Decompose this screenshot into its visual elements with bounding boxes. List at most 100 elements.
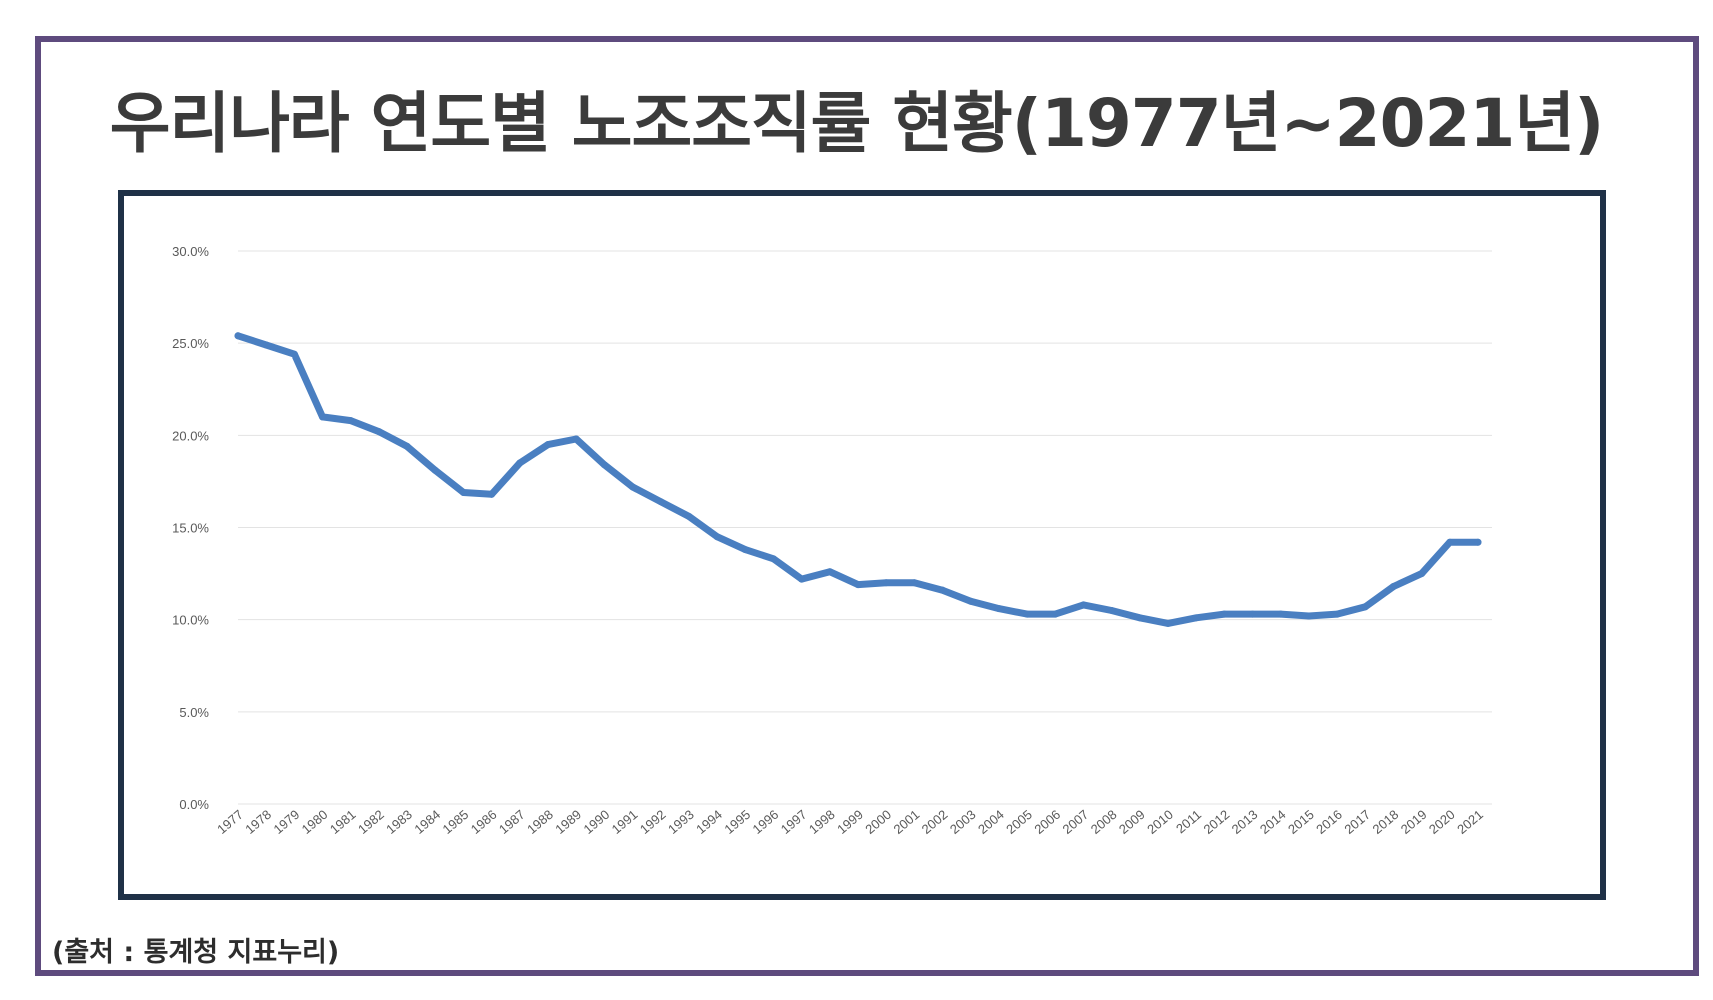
- data-point: [1305, 612, 1313, 620]
- data-point: [290, 350, 298, 358]
- source-caption: (출처 : 통계청 지표누리): [52, 937, 340, 968]
- data-point: [1249, 610, 1257, 618]
- data-point: [234, 332, 242, 340]
- data-point: [1361, 603, 1369, 611]
- data-point: [967, 597, 975, 605]
- data-point: [657, 498, 665, 506]
- x-tick-label: 1979: [270, 807, 302, 837]
- x-tick-label: 2018: [1370, 807, 1402, 837]
- data-point: [375, 428, 383, 436]
- x-tick-label: 1986: [468, 807, 500, 837]
- x-tick-label: 1977: [214, 807, 246, 837]
- y-tick-label: 25.0%: [172, 336, 209, 351]
- data-point: [403, 442, 411, 450]
- data-point: [629, 483, 637, 491]
- data-point: [1192, 614, 1200, 622]
- x-tick-label: 2014: [1257, 807, 1289, 837]
- series-layer: [234, 332, 1482, 627]
- x-tick-label: 2016: [1313, 807, 1345, 837]
- x-tick-label: 1983: [383, 807, 415, 837]
- data-point: [1277, 610, 1285, 618]
- grid-lines: [238, 250, 1492, 805]
- data-point: [769, 555, 777, 563]
- data-point: [319, 413, 327, 421]
- x-tick-label: 2009: [1116, 807, 1148, 837]
- data-point: [1164, 619, 1172, 627]
- data-point: [1418, 570, 1426, 578]
- y-tick-label: 0.0%: [179, 797, 209, 812]
- x-tick-label: 2006: [1031, 807, 1063, 837]
- data-point: [1023, 610, 1031, 618]
- x-tick-label: 1988: [524, 807, 556, 837]
- x-tick-label: 1980: [299, 807, 331, 837]
- data-point: [1474, 538, 1482, 546]
- x-tick-label: 2019: [1398, 807, 1430, 837]
- x-tick-label: 1993: [665, 807, 697, 837]
- data-point: [1220, 610, 1228, 618]
- x-tick-label: 1982: [355, 807, 387, 837]
- data-point: [854, 581, 862, 589]
- data-point: [882, 579, 890, 587]
- data-point: [685, 512, 693, 520]
- x-tick-label: 1990: [580, 807, 612, 837]
- x-tick-label: 2012: [1200, 807, 1232, 837]
- data-point: [1446, 538, 1454, 546]
- x-tick-label: 2013: [1229, 807, 1261, 837]
- data-point: [1389, 582, 1397, 590]
- y-tick-label: 5.0%: [179, 705, 209, 720]
- data-point: [600, 461, 608, 469]
- y-tick-label: 20.0%: [172, 428, 209, 443]
- x-tick-label: 1991: [609, 807, 641, 837]
- data-point: [431, 466, 439, 474]
- x-tick-label: 2020: [1426, 807, 1458, 837]
- y-tick-label: 10.0%: [172, 613, 209, 628]
- chart-container: [118, 190, 1606, 900]
- series-line: [234, 332, 1482, 627]
- data-point: [939, 586, 947, 594]
- y-axis-ticks: 0.0% 5.0% 10.0% 15.0% 20.0% 25.0% 30.0%: [172, 244, 209, 812]
- data-point: [798, 575, 806, 583]
- y-tick-label: 30.0%: [172, 244, 209, 259]
- x-tick-label: 2011: [1173, 807, 1204, 836]
- x-tick-label: 2001: [890, 807, 922, 837]
- x-tick-label: 1999: [834, 807, 866, 837]
- data-point: [995, 605, 1003, 613]
- data-point: [1136, 614, 1144, 622]
- x-tick-label: 1984: [411, 807, 443, 837]
- x-tick-label: 1995: [721, 807, 753, 837]
- data-point: [544, 441, 552, 449]
- x-tick-label: 2005: [1003, 807, 1035, 837]
- x-tick-label: 2002: [919, 807, 951, 837]
- x-tick-label: 2000: [862, 807, 894, 837]
- data-point: [1333, 610, 1341, 618]
- x-tick-label: 1985: [440, 807, 472, 837]
- x-tick-label: 1994: [693, 807, 725, 837]
- data-point: [262, 341, 270, 349]
- x-axis-ticks: 1977197819791980198119821983198419851986…: [214, 807, 1486, 837]
- x-tick-label: 2003: [947, 807, 979, 837]
- y-tick-label: 15.0%: [172, 521, 209, 536]
- data-point: [347, 417, 355, 425]
- x-tick-label: 1992: [637, 807, 669, 837]
- data-point: [1108, 606, 1116, 614]
- x-tick-label: 1998: [806, 807, 838, 837]
- data-point: [572, 435, 580, 443]
- data-point: [713, 533, 721, 541]
- x-tick-label: 1981: [327, 807, 359, 837]
- data-point: [910, 579, 918, 587]
- x-tick-label: 1987: [496, 807, 528, 837]
- data-point: [488, 490, 496, 498]
- x-tick-label: 1996: [750, 807, 782, 837]
- x-tick-label: 2008: [1088, 807, 1120, 837]
- x-tick-label: 2010: [1144, 807, 1176, 837]
- x-tick-label: 2017: [1341, 807, 1373, 837]
- x-tick-label: 1997: [778, 807, 810, 837]
- data-point: [741, 546, 749, 554]
- data-point: [516, 459, 524, 467]
- x-tick-label: 2021: [1454, 807, 1486, 837]
- x-tick-label: 1989: [552, 807, 584, 837]
- data-point: [1079, 601, 1087, 609]
- x-tick-label: 2015: [1285, 807, 1317, 837]
- data-point: [826, 568, 834, 576]
